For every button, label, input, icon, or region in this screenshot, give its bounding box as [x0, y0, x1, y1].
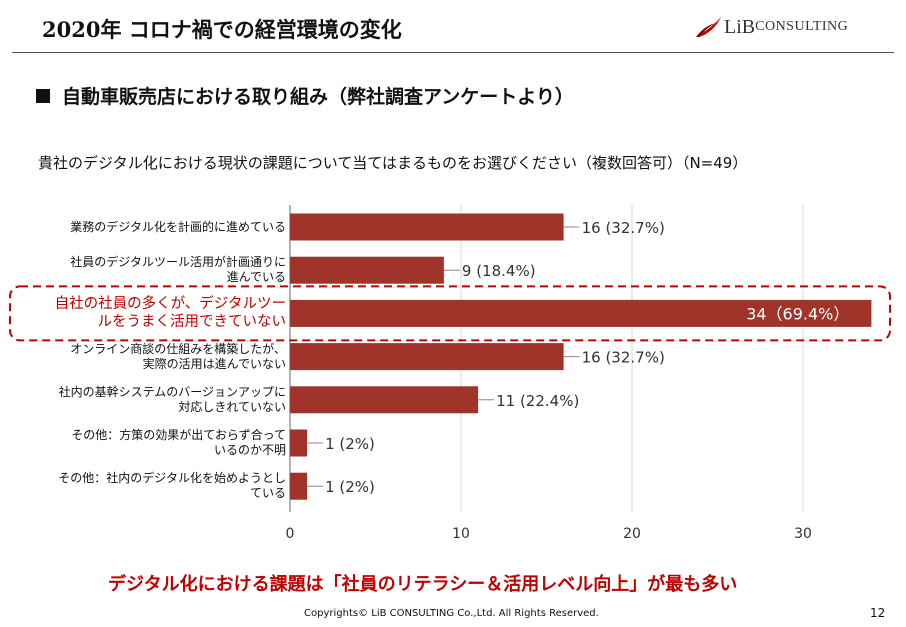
conclusion-text: デジタル化における課題は「社員のリテラシー＆活用レベル向上」が最も多い [108, 574, 738, 595]
square-bullet-icon [36, 88, 50, 103]
category-label: 業務のデジタル化を計画的に進めている [70, 219, 286, 234]
bar-4 [290, 386, 479, 414]
company-logo: LiB CONSULTING [694, 16, 848, 38]
x-tick-label: 10 [452, 526, 470, 542]
category-label: 社内の基幹システムのバージョンアップに 対応しきれていない [58, 384, 286, 414]
page-title: 2020年 コロナ禍での経営環境の変化 [42, 17, 402, 42]
data-label: 16 (32.7%) [582, 219, 665, 237]
copyright: Copyrights© LiB CONSULTING Co.,Ltd. All … [304, 608, 599, 619]
data-label: 16 (32.7%) [582, 349, 665, 367]
logo-sub-text: CONSULTING [755, 19, 849, 34]
bar-3 [290, 343, 564, 371]
category-label: 自社の社員の多くが、デジタルツー ルをうまく活用できていない [54, 296, 286, 331]
bar-5 [290, 429, 308, 457]
category-label: その他：方策の効果が出ておらず合って いるのか不明 [71, 428, 286, 457]
data-label: 9 (18.4%) [462, 262, 536, 280]
x-tick-label: 0 [286, 526, 295, 542]
bar-0 [290, 213, 564, 241]
data-label: 1 (2%) [325, 435, 375, 453]
x-tick-label: 30 [794, 526, 812, 542]
highlight-box [9, 285, 891, 342]
data-label: 11 (22.4%) [496, 392, 579, 410]
category-label: オンライン商談の仕組みを構築したが、 実際の活用は進んでいない [70, 341, 286, 371]
section-heading: 自動車販売店における取り組み（弊社調査アンケートより） [36, 82, 574, 109]
survey-question: 貴社のデジタル化における現状の課題について当てはまるものをお選びください（複数回… [38, 154, 748, 172]
data-label: 34（69.4%） [746, 304, 849, 323]
page-number: 12 [870, 606, 886, 620]
bar-6 [290, 472, 308, 500]
category-label: その他：社内のデジタル化を始めようとし ている [58, 471, 286, 501]
x-tick-label: 20 [623, 526, 641, 542]
title-divider [12, 52, 894, 53]
logo-swoosh-icon [696, 17, 721, 37]
logo-main-text: LiB [724, 15, 756, 38]
bar-2 [290, 299, 872, 327]
data-label: 1 (2%) [325, 478, 375, 496]
bar-chart: 0 10 20 30 16 (32.7%) 9 (18.4%) 34（69.4%） 16 (3… [9, 205, 891, 542]
bar-1 [290, 256, 444, 284]
section-title: 自動車販売店における取り組み（弊社調査アンケートより） [62, 86, 574, 108]
category-label: 社員のデジタルツール活用が計画通りに 進んでいる [70, 255, 286, 285]
